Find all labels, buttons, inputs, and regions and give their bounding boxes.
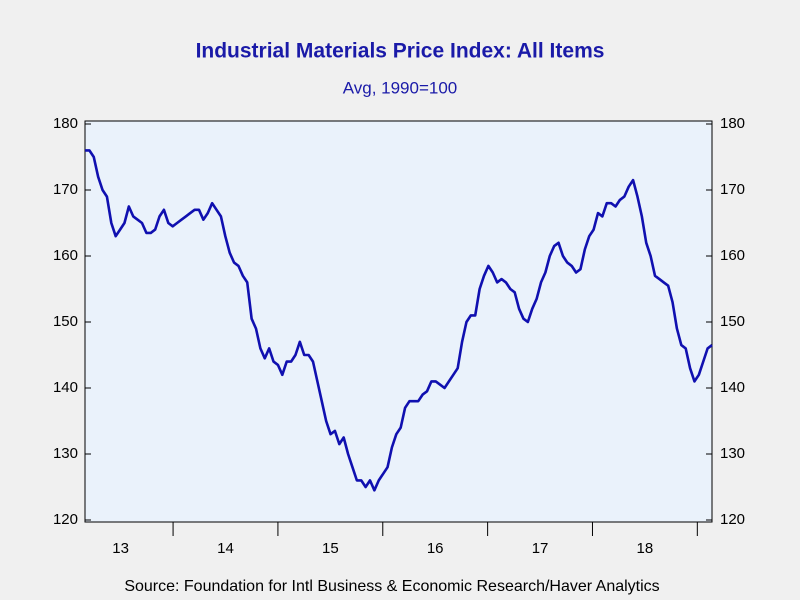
y-tick-label: 160 bbox=[53, 247, 78, 264]
x-tick-label: 18 bbox=[637, 540, 654, 557]
y-tick-label: 180 bbox=[53, 115, 78, 132]
chart-subtitle: Avg, 1990=100 bbox=[343, 78, 458, 97]
y2-tick-label: 160 bbox=[720, 247, 745, 264]
x-tick-label: 14 bbox=[217, 540, 234, 557]
y2-tick-label: 170 bbox=[720, 181, 745, 198]
x-tick-label: 13 bbox=[112, 540, 129, 557]
chart-title: Industrial Materials Price Index: All It… bbox=[196, 40, 605, 63]
y2-tick-label: 120 bbox=[720, 511, 745, 528]
y-tick-label: 170 bbox=[53, 181, 78, 198]
x-tick-label: 16 bbox=[427, 540, 444, 557]
y-tick-label: 150 bbox=[53, 313, 78, 330]
y-tick-label: 120 bbox=[53, 511, 78, 528]
data-line bbox=[85, 149, 713, 492]
x-tick-label: 15 bbox=[322, 540, 339, 557]
y2-tick-label: 140 bbox=[720, 379, 745, 396]
y2-tick-label: 150 bbox=[720, 313, 745, 330]
y-tick-label: 140 bbox=[53, 379, 78, 396]
y2-tick-label: 130 bbox=[720, 445, 745, 462]
y2-tick-label: 180 bbox=[720, 115, 745, 132]
y-tick-label: 130 bbox=[53, 445, 78, 462]
source-note: Source: Foundation for Intl Business & E… bbox=[124, 578, 659, 595]
plot-area bbox=[84, 120, 713, 523]
x-tick-label: 17 bbox=[532, 540, 549, 557]
